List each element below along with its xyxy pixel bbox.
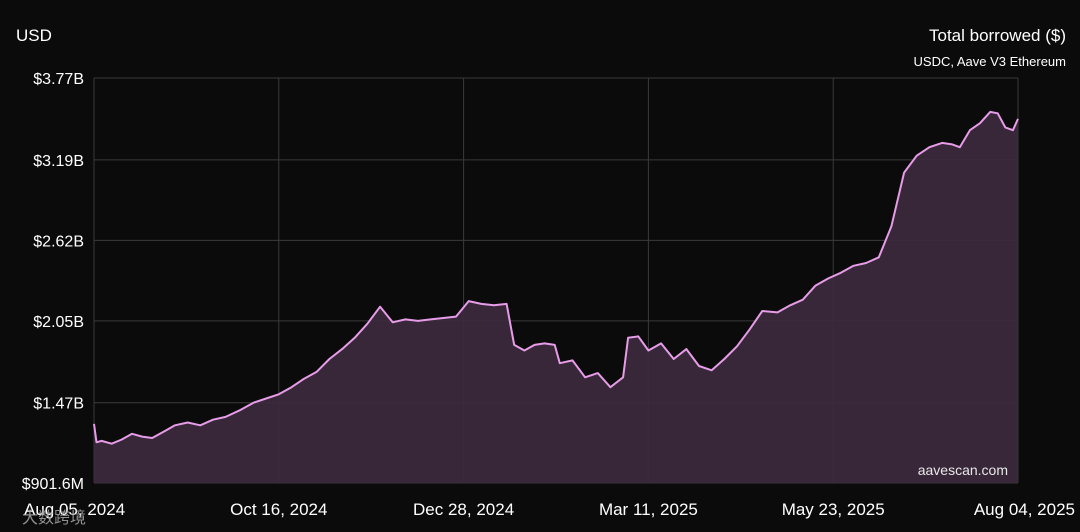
y-tick-label-0: $901.6M [22, 476, 84, 493]
x-tick-label-5: Aug 04, 2025 [974, 500, 1075, 519]
y-tick-label-4: $3.19B [33, 153, 84, 170]
y-tick-label-1: $1.47B [33, 396, 84, 413]
y-tick-label-3: $2.62B [33, 233, 84, 250]
x-axis: Aug 05, 2024 Oct 16, 2024 Dec 28, 2024 Mar … [24, 500, 1075, 519]
x-tick-label-1: Oct 16, 2024 [230, 500, 327, 519]
watermark-text: aavescan.com [917, 462, 1008, 478]
y-axis: $901.6M $1.47B $2.05B $2.62B $3.19B $3.77B [22, 71, 84, 493]
metric-subtitle: USDC, Aave V3 Ethereum [913, 54, 1066, 69]
y-tick-label-5: $3.77B [33, 71, 84, 88]
area-fill [94, 111, 1018, 484]
x-tick-label-4: May 23, 2025 [782, 500, 885, 519]
y-axis-unit-label: USD [16, 26, 52, 45]
metric-title: Total borrowed ($) [928, 26, 1066, 45]
x-tick-label-0: Aug 05, 2024 [24, 500, 125, 519]
x-tick-label-2: Dec 28, 2024 [413, 500, 514, 519]
source-watermark: 大数跨境 [22, 510, 87, 527]
y-tick-label-2: $2.05B [33, 314, 84, 331]
x-tick-label-3: Mar 11, 2025 [599, 500, 698, 519]
series-line [93, 110, 1019, 445]
